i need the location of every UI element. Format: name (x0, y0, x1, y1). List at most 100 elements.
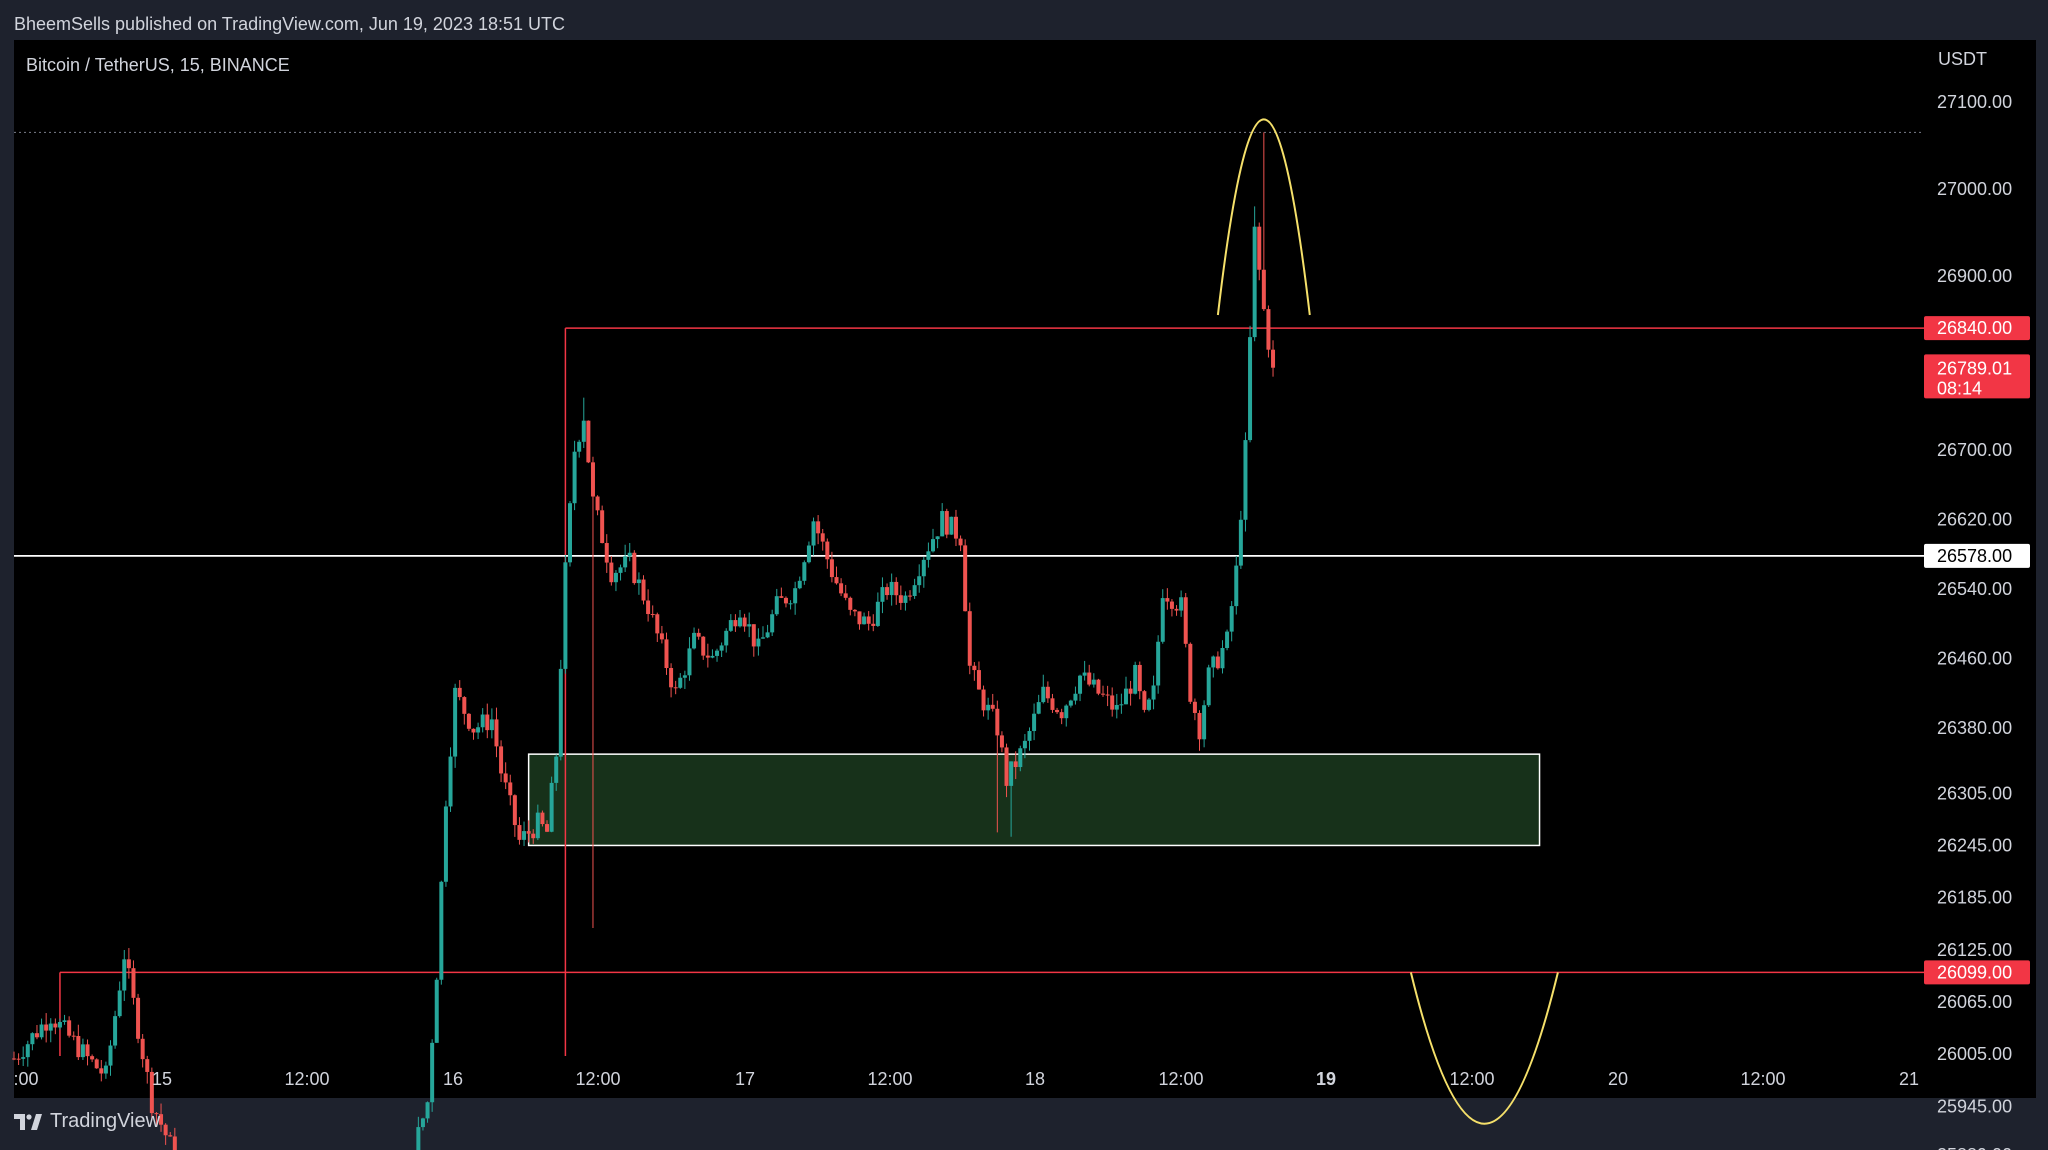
candle-body (149, 1071, 154, 1114)
candle-body (1137, 664, 1142, 692)
price-axis[interactable]: USDT 27100.00 27000.00 26900.00 26700.00 266… (1937, 49, 2012, 1150)
candle-body (636, 579, 641, 584)
candle-body (963, 545, 968, 612)
price-tick-label: 25889.00 (1937, 1145, 2012, 1150)
candle-body (673, 687, 678, 689)
candle-body (1041, 686, 1046, 703)
candle-body (1018, 748, 1023, 768)
candle-body (503, 773, 508, 783)
candle-body (168, 1135, 173, 1137)
candle-body (976, 670, 981, 690)
candle-body (1165, 598, 1170, 602)
candle-body (1238, 519, 1243, 566)
candle-body (958, 538, 963, 546)
candle-body (48, 1023, 53, 1031)
candle-body (806, 545, 811, 563)
candle-body (797, 580, 802, 589)
candle-body (848, 597, 853, 610)
candle-body (852, 609, 857, 612)
candle-body (793, 588, 798, 604)
candle-body (420, 1118, 425, 1128)
symbol-label[interactable]: Bitcoin / TetherUS, 15, BINANCE (26, 55, 290, 75)
last-price-tag: 26789.01 (1937, 358, 2012, 378)
price-levels-layer (14, 131, 1924, 1056)
candle-body (898, 595, 903, 603)
candle-body (999, 735, 1004, 748)
candle-body (834, 577, 839, 584)
candle-body (747, 624, 752, 627)
tradingview-label: TradingView (50, 1110, 161, 1132)
time-tick-label: 20 (1608, 1069, 1628, 1089)
candle-body (678, 677, 683, 688)
candle-body (154, 1113, 159, 1115)
candle-body (448, 756, 453, 807)
candle-body (921, 559, 926, 577)
time-tick-label: 17 (735, 1069, 755, 1089)
candle-body (788, 603, 793, 605)
candle-body (131, 968, 136, 998)
tradingview-brand[interactable]: TradingView (14, 1110, 160, 1133)
candle-body (471, 728, 476, 733)
level-price-tag-bg (1924, 543, 2030, 568)
bowl-projection-curve[interactable] (1409, 972, 1559, 1125)
candle-body (434, 979, 439, 1043)
level-price-tag: 26840.00 (1937, 318, 2012, 338)
candle-body (572, 451, 577, 504)
candle-body (1160, 598, 1165, 642)
candle-body (1220, 648, 1225, 669)
candle-body (1271, 349, 1276, 368)
candle-body (25, 1044, 30, 1058)
candle-body (67, 1020, 72, 1036)
level-price-tag-bg (1924, 960, 2030, 985)
candle-body (99, 1068, 104, 1074)
candle-body (724, 630, 729, 646)
candle-body (967, 611, 972, 666)
candle-body (889, 581, 894, 596)
candle-body (517, 825, 522, 840)
candle-body (453, 687, 458, 757)
candle-body (783, 597, 788, 604)
price-tick-label: 25945.00 (1937, 1096, 2012, 1116)
candle-body (908, 595, 913, 597)
candle-body (1105, 694, 1110, 696)
price-tick-label: 26540.00 (1937, 579, 2012, 599)
chart-area[interactable] (14, 40, 2036, 1098)
candle-body (1179, 597, 1184, 611)
arch-projection-curve[interactable] (1216, 118, 1311, 316)
candle-body (39, 1024, 44, 1038)
candle-body (715, 650, 720, 656)
candle-body (595, 496, 600, 511)
candle-body (765, 632, 770, 638)
candle-body (85, 1044, 90, 1057)
candle-body (462, 697, 467, 714)
candle-body (1059, 712, 1064, 719)
time-tick-label: :00 (13, 1069, 38, 1089)
candle-body (466, 713, 471, 729)
candle-body (618, 567, 623, 573)
candle-body (719, 645, 724, 651)
candle-body (632, 552, 637, 584)
candle-body (1151, 685, 1156, 700)
candle-body (1101, 693, 1106, 695)
candle-body (122, 959, 127, 991)
candle-body (609, 562, 614, 583)
candle-body (113, 1016, 118, 1046)
candle-body (949, 516, 954, 535)
candle-body (531, 833, 536, 839)
candle-body (499, 746, 504, 774)
candle-body (669, 668, 674, 688)
candle-body (839, 583, 844, 594)
candle-body (650, 614, 655, 616)
candle-body (1068, 700, 1073, 706)
candle-body (549, 782, 554, 832)
candle-body (811, 521, 816, 546)
time-axis[interactable]: :00 15 12:00 16 12:00 17 12:00 18 12:00 19 12:00 20… (13, 1069, 1919, 1089)
demand-zone[interactable] (527, 753, 1541, 847)
candle-body (917, 576, 922, 586)
candle-body (600, 510, 605, 544)
candle-body (1229, 606, 1234, 632)
candle-body (931, 539, 935, 552)
projection-curves-layer (1216, 118, 1559, 1125)
candle-body (1045, 686, 1050, 699)
